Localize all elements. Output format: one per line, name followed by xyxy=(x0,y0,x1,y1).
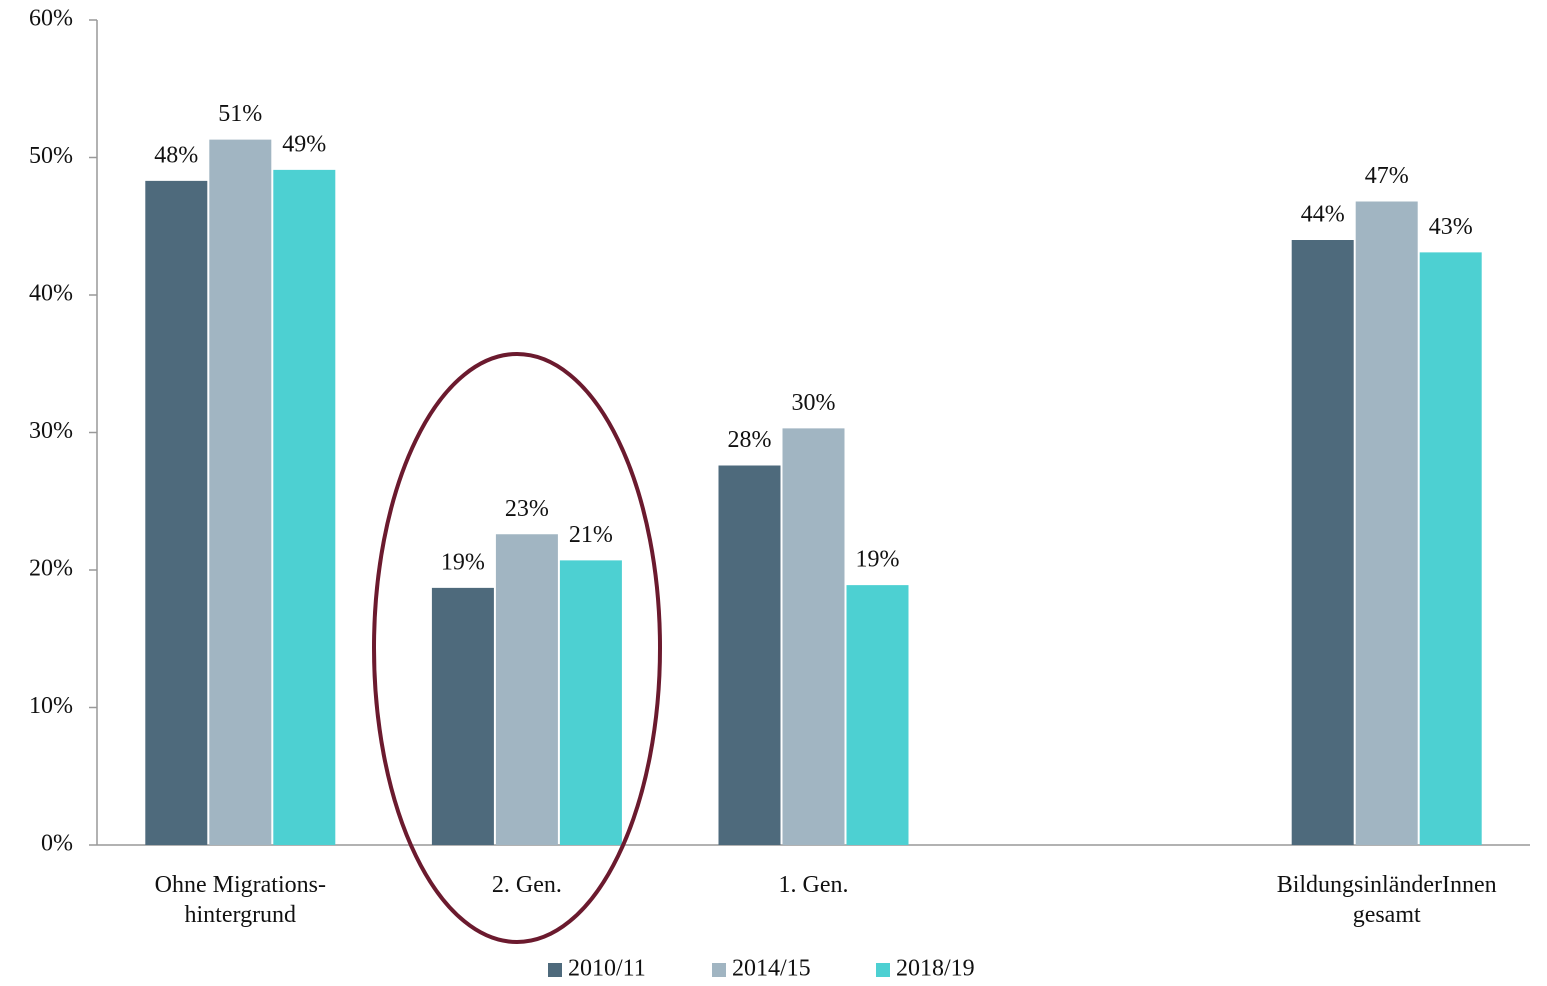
data-label: 49% xyxy=(282,131,326,157)
y-tick-label: 40% xyxy=(29,281,73,307)
bar xyxy=(431,587,494,845)
data-label: 47% xyxy=(1365,163,1409,189)
bar xyxy=(1291,240,1354,845)
y-tick-label: 0% xyxy=(41,831,73,857)
legend-swatch xyxy=(548,963,562,977)
x-tick-label: BildungsinländerInnen gesamt xyxy=(1276,872,1497,928)
y-tick-label: 50% xyxy=(29,143,73,169)
bar xyxy=(273,169,336,845)
y-tick-label: 30% xyxy=(29,418,73,444)
bar xyxy=(559,560,622,845)
bar xyxy=(718,465,781,845)
legend-label: 2010/11 xyxy=(568,956,646,982)
bar xyxy=(782,428,845,845)
highlight-ellipse xyxy=(372,352,662,944)
y-tick-label: 10% xyxy=(29,693,73,719)
data-label: 43% xyxy=(1429,214,1473,240)
bar xyxy=(1355,201,1418,845)
data-label: 51% xyxy=(218,101,262,127)
data-label: 19% xyxy=(441,549,485,575)
legend-swatch xyxy=(712,963,726,977)
data-label: 48% xyxy=(154,142,198,168)
y-tick-label: 60% xyxy=(29,6,73,32)
data-label: 30% xyxy=(792,390,836,416)
x-tick-label: Ohne Migrations- hintergrund xyxy=(154,872,326,928)
data-label: 28% xyxy=(728,427,772,453)
x-tick-label: 2. Gen. xyxy=(491,872,562,898)
bar xyxy=(1419,252,1482,845)
bar xyxy=(495,534,558,845)
data-label: 19% xyxy=(856,547,900,573)
bar xyxy=(209,139,272,845)
data-label: 44% xyxy=(1301,202,1345,228)
legend-label: 2018/19 xyxy=(896,956,975,982)
data-label: 21% xyxy=(569,522,613,548)
bar xyxy=(145,180,208,845)
legend-label: 2014/15 xyxy=(732,956,811,982)
legend-swatch xyxy=(876,963,890,977)
x-tick-label: 1. Gen. xyxy=(778,872,849,898)
plot: 0% 10% 20% 30% 40% 50% 60% 48% 51% 49% 19% 23% 21% 28… xyxy=(29,6,1530,982)
y-tick-label: 20% xyxy=(29,556,73,582)
bar xyxy=(846,585,909,845)
data-label: 23% xyxy=(505,496,549,522)
